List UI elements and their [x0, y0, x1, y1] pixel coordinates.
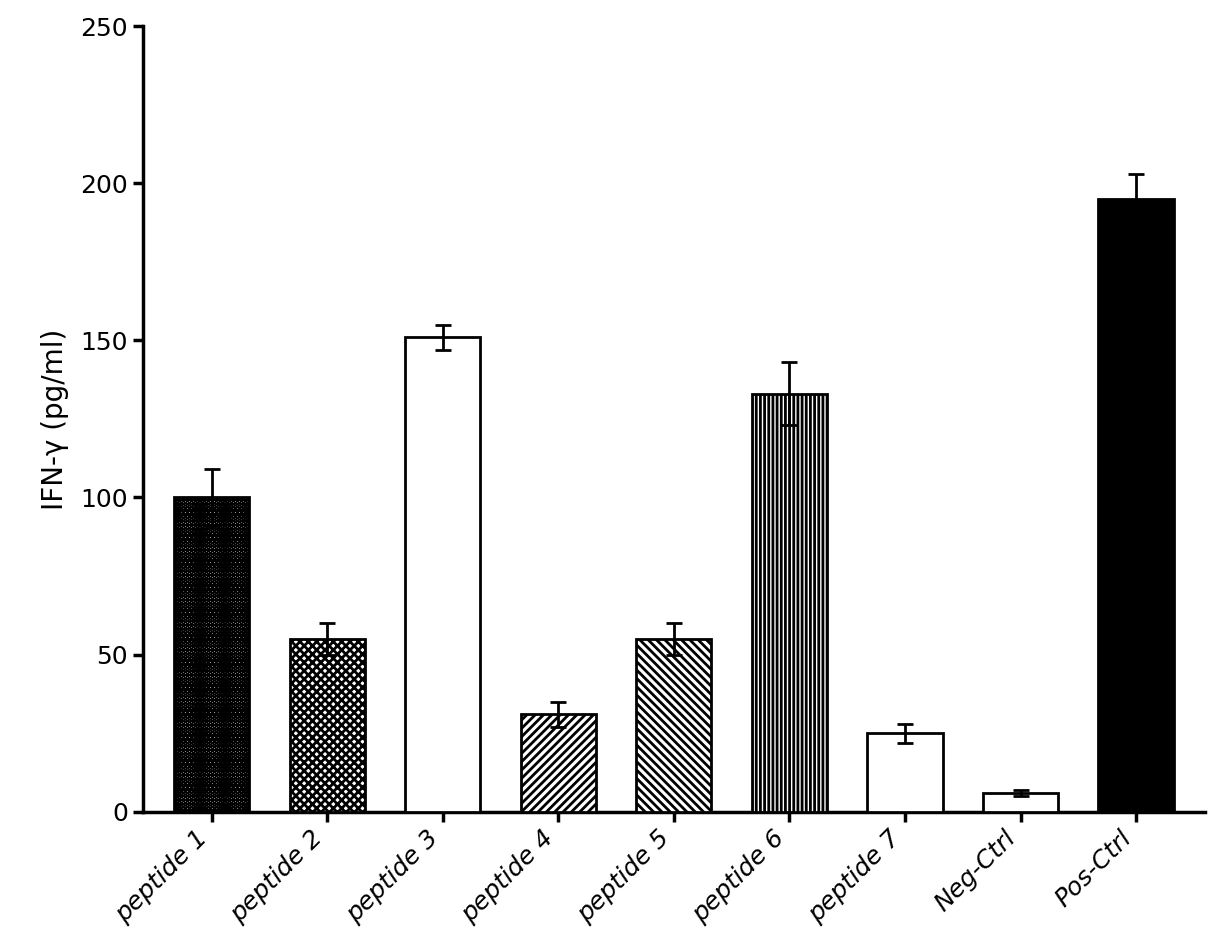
Bar: [175, 497, 249, 812]
Bar: [868, 733, 942, 812]
Bar: [1099, 199, 1173, 812]
Bar: [982, 793, 1058, 812]
Bar: [637, 639, 711, 812]
Bar: [521, 715, 596, 812]
Bar: [290, 639, 365, 812]
Bar: [406, 337, 480, 812]
Y-axis label: IFN-γ (pg/ml): IFN-γ (pg/ml): [42, 329, 70, 510]
Bar: [752, 394, 827, 812]
